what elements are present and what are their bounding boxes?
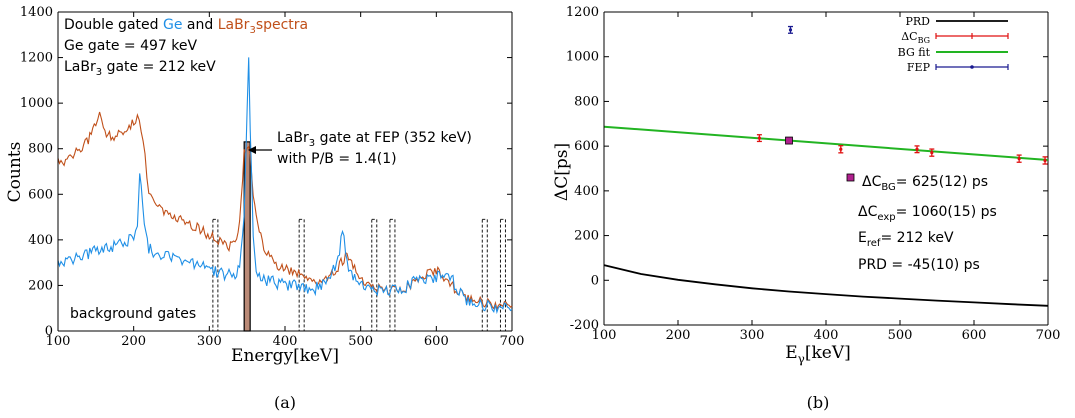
- y-axis-label: Counts: [5, 142, 25, 203]
- x-ticks: 100 200 300 400 500 600 700: [592, 12, 1061, 343]
- y-tick-label: 1000: [566, 50, 599, 65]
- y-tick-label: 0: [45, 324, 53, 339]
- y-tick-label: 400: [574, 184, 599, 199]
- x-tick-label: 600: [962, 328, 987, 343]
- x-tick-label: 700: [1036, 328, 1061, 343]
- x-tick-label: 400: [273, 334, 298, 349]
- fep-arrow: [248, 146, 272, 154]
- gate-boxes: [212, 141, 506, 332]
- legend-line-fep: [935, 64, 1009, 70]
- x-tick-label: 500: [888, 328, 913, 343]
- background-gate: [298, 218, 305, 332]
- x-tick-label: 300: [197, 334, 222, 349]
- fep-annotation-line2: with P/B = 1.4(1): [277, 151, 397, 167]
- x-ticks: 100 200 300 400 500 600 700: [46, 12, 525, 349]
- y-tick-label: 600: [28, 187, 53, 202]
- timing-chart: 100 200 300 400 500 600 700 -20002004006008001…: [552, 5, 1060, 412]
- labr-gate-text: LaBr3 gate = 212 keV: [64, 59, 216, 78]
- dcbg-point: [1042, 156, 1048, 165]
- legend-label-fep: FEP: [907, 61, 931, 74]
- annotation-dcbg: ΔCBG= 625(12) ps: [862, 174, 988, 193]
- annotation-marker: [846, 173, 855, 182]
- y-tick-label: 1200: [20, 51, 53, 66]
- labr-word: LaBr: [218, 17, 250, 33]
- background-gate: [481, 218, 488, 332]
- legend: PRD ΔCBG BG fit FEP: [898, 15, 1009, 74]
- y-tick-label: 0: [591, 273, 599, 288]
- x-tick-label: 200: [666, 328, 691, 343]
- dcbg-point: [756, 134, 762, 143]
- background-gates-label: background gates: [70, 306, 196, 322]
- dcbg-point: [914, 145, 920, 154]
- y-tick-label: 1400: [20, 5, 53, 20]
- x-tick-label: 500: [348, 334, 373, 349]
- x-tick-label: 100: [46, 334, 71, 349]
- annotation-prd: PRD = -45(10) ps: [858, 257, 980, 273]
- x-axis-label: Eγ[keV]: [785, 343, 851, 366]
- legend-line-dcbg: [935, 33, 1009, 39]
- ge-gate-text: Ge gate = 497 keV: [64, 38, 198, 54]
- y-ticks: 0 200 400 600 800 1000 1200 1400: [20, 5, 512, 339]
- x-tick-label: 100: [592, 328, 617, 343]
- y-tick-label: 200: [574, 229, 599, 244]
- timing-lines: [603, 25, 1049, 307]
- background-gate: [499, 218, 506, 332]
- legend-label-prd: PRD: [905, 15, 930, 28]
- x-tick-label: 400: [814, 328, 839, 343]
- y-tick-label: 600: [574, 139, 599, 154]
- fep-annotation-line1: LaBr3 gate at FEP (352 keV): [277, 130, 472, 149]
- y-tick-label: 800: [28, 142, 53, 157]
- panel-label-a: (a): [274, 393, 296, 412]
- dcbg-point: [838, 145, 844, 154]
- y-tick-label: 1000: [20, 96, 53, 111]
- labr-spectrum-line: [57, 111, 513, 311]
- prd-line: [603, 264, 1049, 307]
- ge-word: Ge: [163, 17, 182, 33]
- bgfit-line: [603, 125, 1049, 161]
- x-tick-label: 600: [424, 334, 449, 349]
- x-axis-label: Energy[keV]: [231, 346, 339, 366]
- y-tick-label: 200: [28, 278, 53, 293]
- annotation-dcexp: ΔCexp= 1060(15) ps: [858, 204, 997, 223]
- dcbg-point: [1016, 154, 1022, 163]
- x-tick-label: 700: [500, 334, 525, 349]
- background-gate: [371, 218, 378, 332]
- y-tick-label: 400: [28, 233, 53, 248]
- spectra-title: Double gated Ge and LaBr3spectra: [64, 17, 308, 36]
- fep-point: [787, 25, 793, 34]
- ge-spectrum-line: [57, 57, 513, 315]
- y-tick-label: -200: [570, 318, 599, 333]
- legend-label-dcbg: ΔCBG: [901, 30, 930, 45]
- x-tick-label: 200: [121, 334, 146, 349]
- y-axis-label: ΔC[ps]: [552, 143, 572, 201]
- legend-label-bgfit: BG fit: [898, 46, 931, 59]
- spectra-lines: [57, 57, 513, 315]
- annotation-eref: Eref= 212 keV: [858, 230, 954, 249]
- background-gate: [389, 218, 396, 332]
- panel-label-b: (b): [807, 393, 830, 412]
- y-tick-label: 800: [574, 94, 599, 109]
- spectra-chart: 100 200 300 400 500 600 700 020040060080010001…: [5, 5, 524, 412]
- marker-point: [785, 136, 793, 145]
- y-ticks: -200 0 200 400 600 800 1000 1200: [566, 5, 1048, 333]
- dcbg-point: [929, 148, 935, 157]
- y-tick-label: 1200: [566, 5, 599, 20]
- x-tick-label: 300: [740, 328, 765, 343]
